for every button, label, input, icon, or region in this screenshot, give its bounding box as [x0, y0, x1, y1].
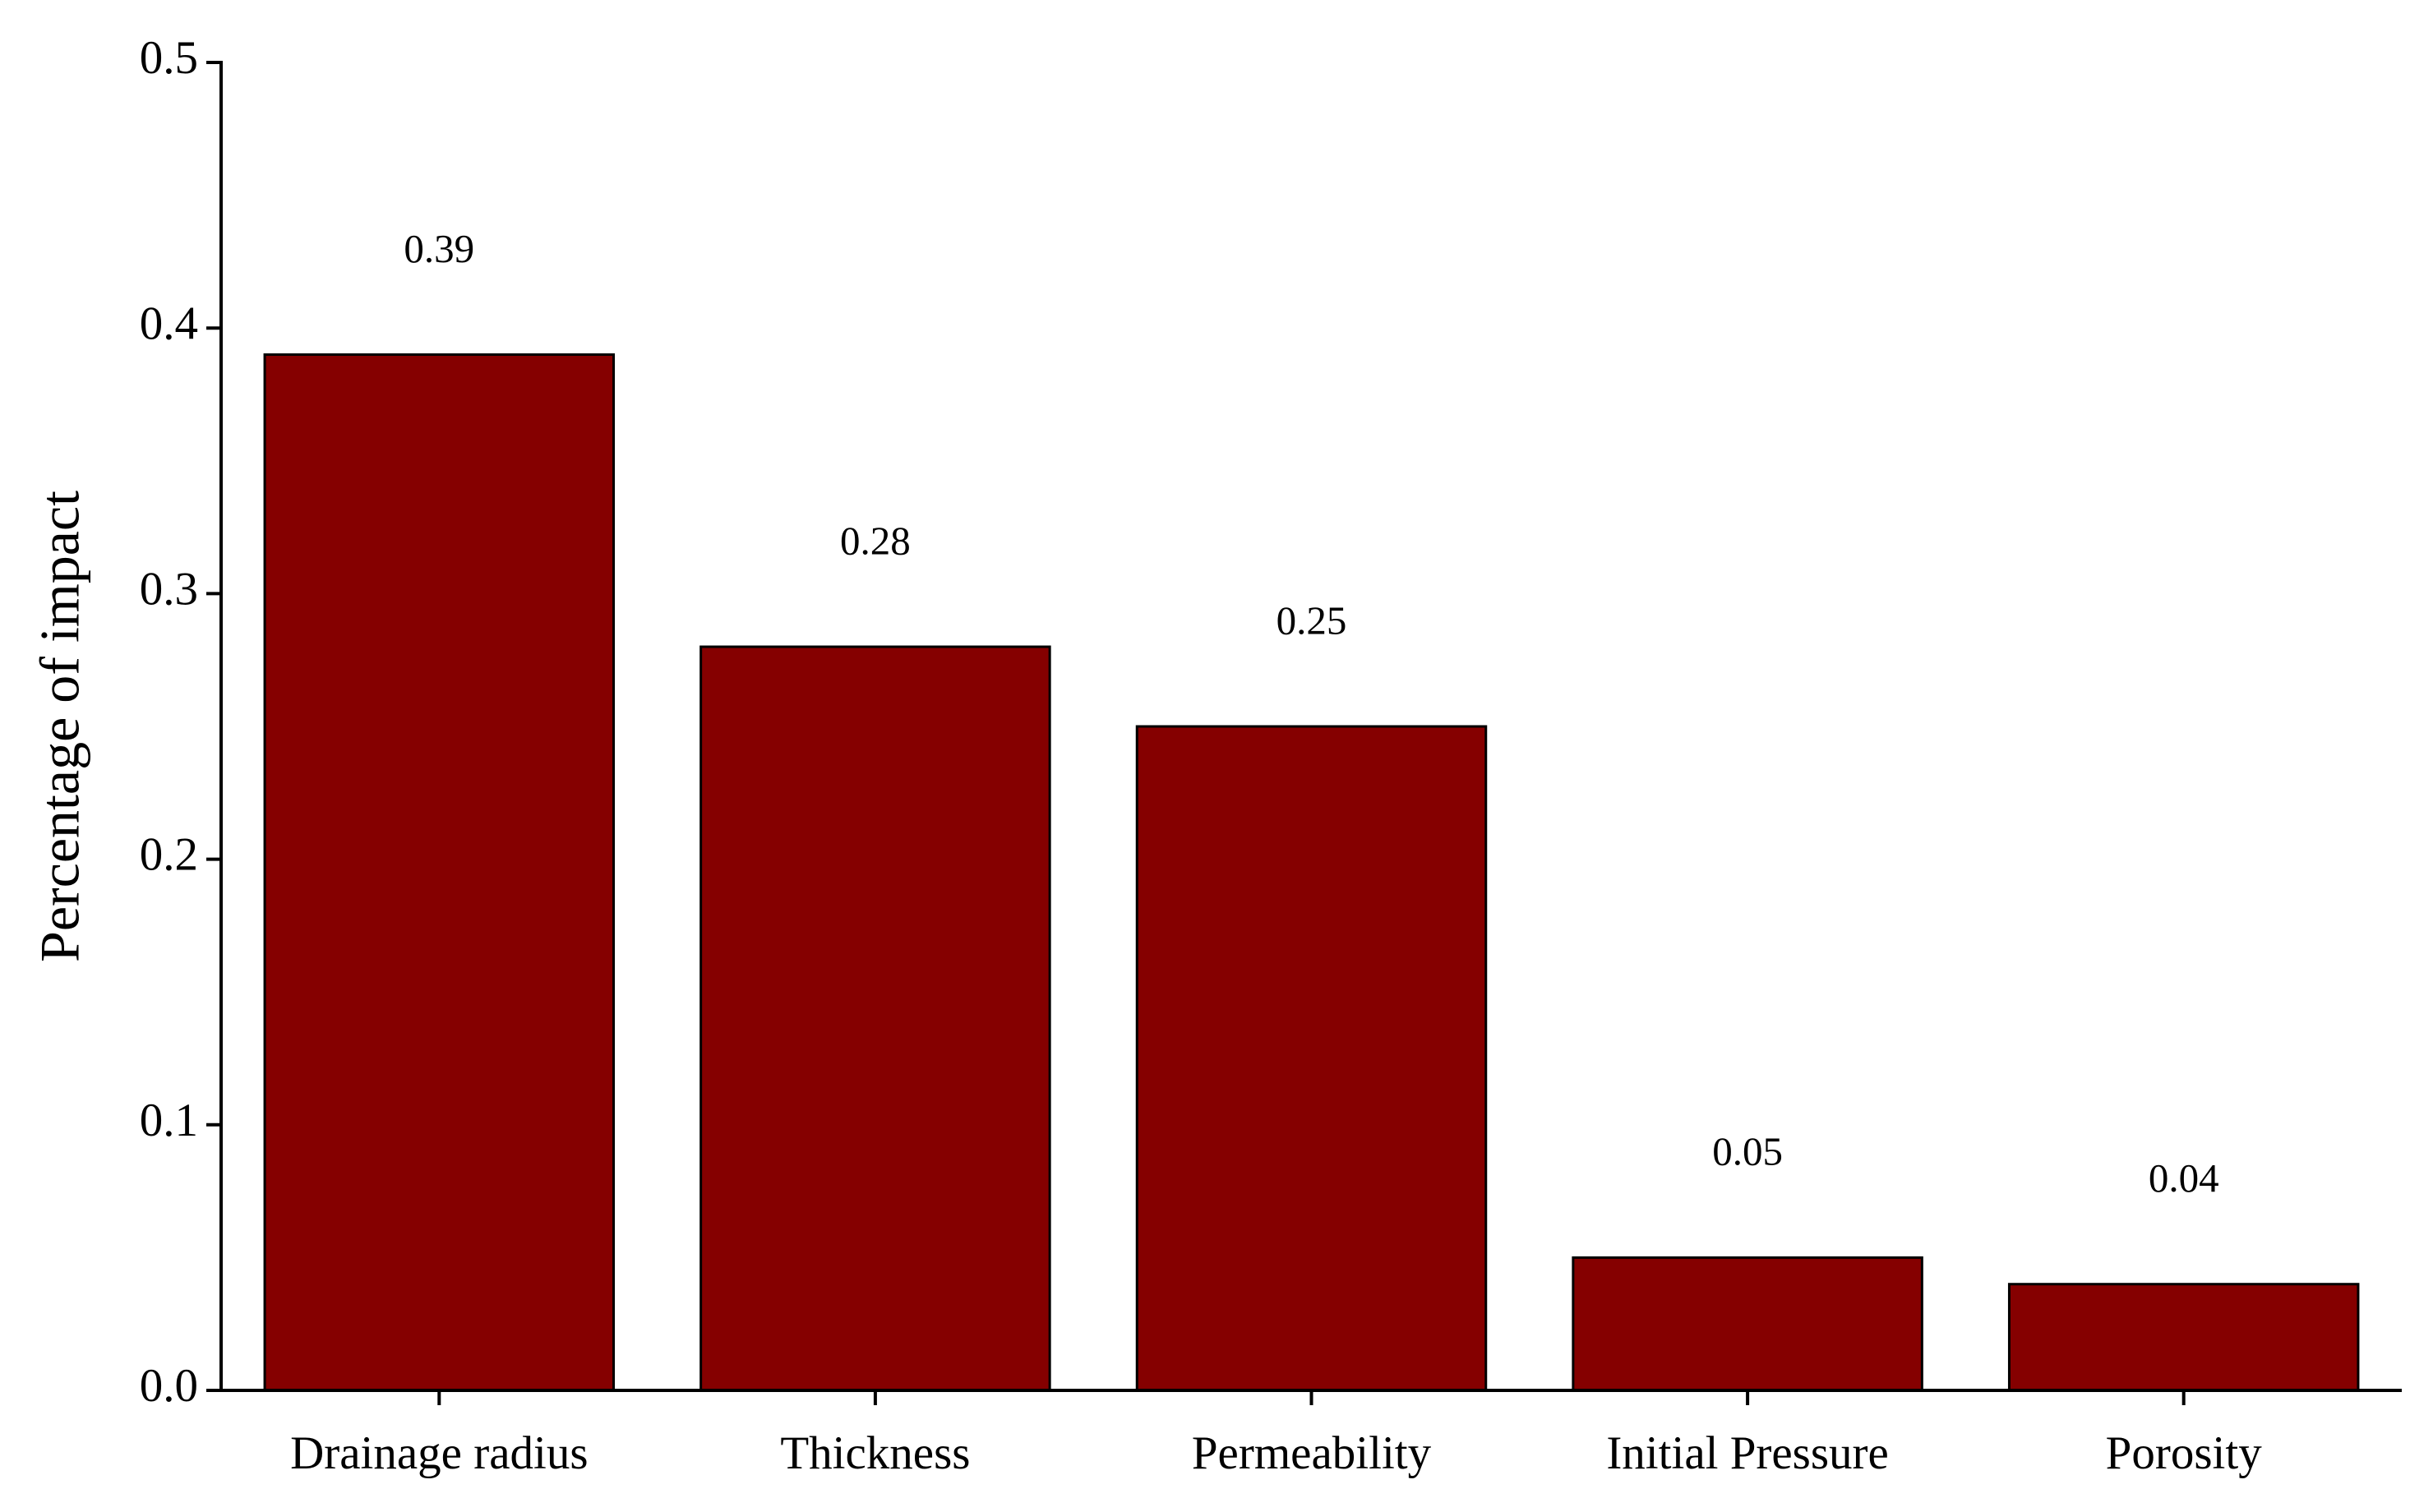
y-tick-label: 0.0: [140, 1360, 198, 1412]
x-tick-label: Permeability: [1192, 1427, 1432, 1479]
value-label: 0.28: [840, 518, 911, 563]
y-tick-label: 0.3: [140, 563, 198, 615]
bar: [699, 645, 1051, 1392]
y-tick-label: 0.4: [140, 297, 198, 349]
x-tick-label: Drainage radius: [290, 1427, 588, 1479]
y-tick-label: 0.2: [140, 829, 198, 881]
bar: [1135, 725, 1488, 1392]
x-tick-label: Initial Pressure: [1606, 1427, 1889, 1479]
y-tick-label: 0.5: [140, 32, 198, 84]
value-label: 0.25: [1277, 597, 1347, 643]
value-label: 0.04: [2149, 1155, 2219, 1201]
bar: [263, 353, 616, 1392]
y-tick-label: 0.1: [140, 1095, 198, 1146]
bar: [1572, 1256, 1923, 1392]
bar: [2007, 1283, 2360, 1392]
value-label: 0.39: [404, 226, 474, 271]
x-tick-label: Thickness: [780, 1427, 970, 1479]
value-label: 0.05: [1712, 1129, 1783, 1174]
x-tick-label: Porosity: [2106, 1427, 2263, 1479]
y-axis-label: Percentage of impact: [29, 491, 91, 962]
